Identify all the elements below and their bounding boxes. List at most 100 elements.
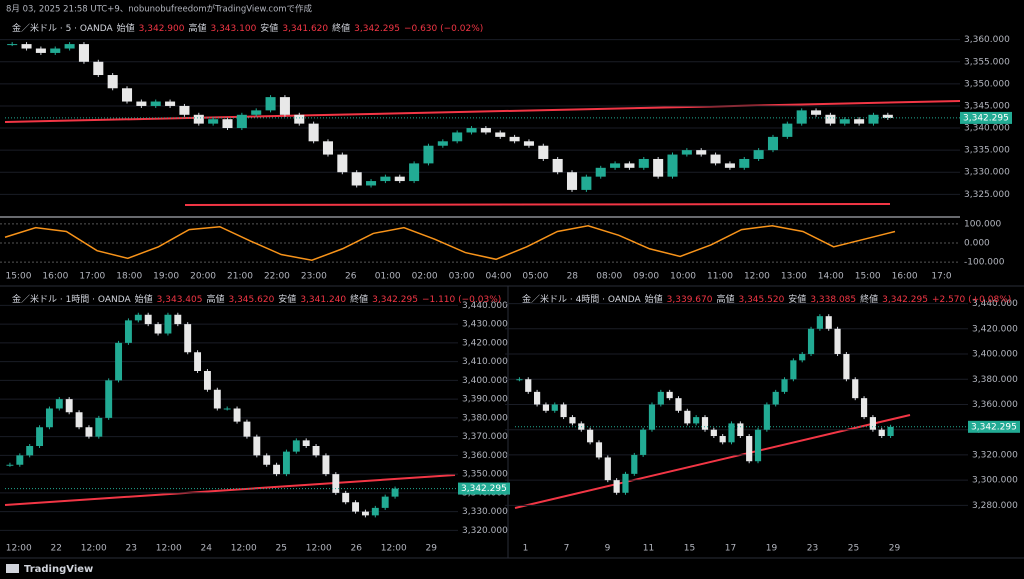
price-label-box [458,482,510,495]
candle [302,440,310,446]
candle [85,427,93,437]
x-tick-label: 1 [523,544,529,554]
candle [811,110,822,115]
candle [164,314,172,334]
legend-item: 金／米ドル · 1時間 · OANDA [12,293,131,305]
y-tick-label: 3,350.000 [462,470,508,480]
legend-item: 3,342.295 [372,295,418,305]
candle [878,429,885,437]
y-tick-label: 3,400.000 [462,376,508,386]
candle [710,154,721,164]
x-tick-label: 23:00 [301,272,327,282]
candle [466,128,477,133]
candle [767,136,779,151]
y-tick-label: 3,325.000 [964,190,1010,200]
candle [193,114,204,124]
candle [21,44,32,49]
candle [263,455,271,465]
candle [75,412,83,428]
legend: 金／米ドル · 5 · OANDA 始値 3,342.900 高値 3,343.100 安… [12,22,483,34]
y-tick-label: 3,370.000 [462,432,508,442]
candle [868,114,879,124]
x-tick-label: 11:00 [707,272,733,282]
candle [452,132,463,142]
legend-item: 始値 [645,293,663,305]
legend: 金／米ドル · 1時間 · OANDA 始値 3,343.405 高値 3,345.62… [12,293,501,305]
brand-logo [6,564,19,573]
candle [495,132,506,137]
legend-item: 3,341.620 [282,24,328,34]
candle [16,455,24,465]
candle [610,163,621,168]
legend-item: 始値 [117,22,135,34]
y-tick-label: -100.000 [964,258,1005,268]
price-label: 3,342.295 [963,113,1009,123]
candle [337,154,348,173]
candle [251,110,262,115]
y-tick-label: 3,420.000 [462,338,508,348]
candle [516,379,523,381]
legend-item: +2.570 (+0.08%) [932,295,1011,305]
candle [657,391,664,405]
candle [839,119,850,124]
legend: 金／米ドル · 4時間 · OANDA 始値 3,339.670 高値 3,345.52… [522,293,1011,305]
candle [93,61,104,76]
candle [825,114,836,124]
candle [279,97,290,115]
candle [243,421,251,437]
candle [222,119,233,129]
candle [380,176,391,182]
candle [816,316,823,329]
y-tick-label: 3,330.000 [462,507,508,517]
x-tick-label: 21:00 [227,272,253,282]
candle [790,360,797,380]
y-tick-label: 3,360.000 [462,451,508,461]
y-tick-label: 3,440.000 [462,301,508,311]
y-tick-label: 3,410.000 [462,357,508,367]
candle [273,464,281,475]
x-tick-label: 12:00 [231,544,257,554]
candle [869,417,876,430]
x-tick-label: 22:00 [264,272,290,282]
price-label: 3,342.295 [971,422,1017,432]
candle [653,158,664,177]
candle [852,379,859,399]
candle [763,404,770,430]
x-tick-label: 24 [201,544,213,554]
candle [631,454,638,474]
candle [371,507,379,516]
candle [322,141,334,155]
candle [292,440,300,452]
candle [154,324,162,334]
legend-item: 金／米ドル · 4時間 · OANDA [522,293,641,305]
legend-item: 3,341.240 [300,295,346,305]
candle [552,158,563,173]
x-tick-label: 12:00 [306,544,332,554]
candle [509,136,520,142]
candle [710,429,717,437]
candle [753,150,764,159]
y-tick-label: 3,340.000 [964,124,1010,134]
candle [45,408,53,428]
x-tick-label: 12:00 [156,544,182,554]
candle [105,380,113,418]
legend-item: 終値 [332,22,350,34]
x-tick-label: 22 [51,544,62,554]
x-tick-label: 9 [605,544,611,554]
candle [613,480,620,493]
candle [781,379,788,392]
candle [394,176,405,182]
candle [534,391,541,405]
x-tick-label: 10:00 [670,272,696,282]
candle [351,172,362,186]
candle [35,48,46,53]
candle [423,145,434,164]
candle [684,410,691,424]
candle [737,423,744,437]
y-tick-label: 3,320.000 [972,450,1018,460]
y-tick-label: 3,430.000 [462,320,508,330]
x-tick-label: 01:00 [375,272,401,282]
